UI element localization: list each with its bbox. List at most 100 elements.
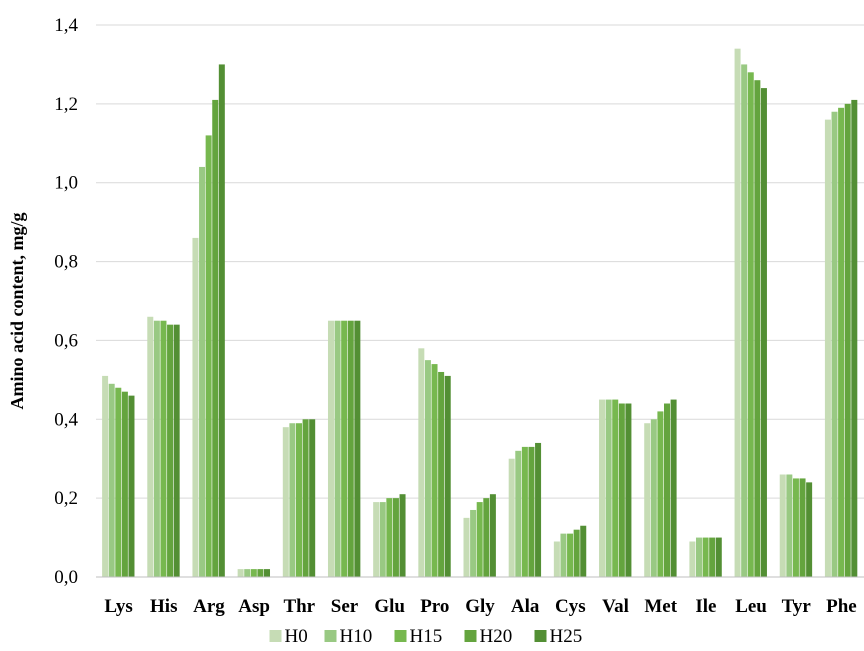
y-tick-label: 0,0 [54, 567, 78, 588]
bar-cys-h0 [553, 541, 560, 577]
x-category-label: Ser [331, 596, 359, 617]
bar-ser-h20 [347, 320, 354, 577]
bar-lys-h10 [108, 383, 115, 577]
bar-asp-h10 [244, 569, 251, 577]
bar-tyr-h20 [799, 478, 806, 577]
bar-thr-h25 [309, 419, 316, 577]
bar-asp-h25 [264, 569, 271, 577]
x-category-label: Cys [555, 596, 586, 617]
x-category-label: His [150, 596, 177, 617]
bar-arg-h20 [212, 99, 219, 577]
bar-ile-h25 [715, 537, 722, 577]
y-tick-label: 0,4 [54, 409, 78, 430]
bar-ser-h15 [341, 320, 348, 577]
bar-tyr-h0 [779, 474, 786, 577]
bar-arg-h15 [205, 135, 212, 577]
x-category-label: Leu [735, 596, 767, 617]
bar-ala-h25 [535, 442, 542, 577]
legend-label: H20 [480, 626, 513, 647]
bar-val-h20 [618, 403, 625, 577]
bar-phe-h25 [851, 99, 858, 577]
bar-his-h25 [173, 324, 180, 577]
legend-swatch-h20 [464, 630, 477, 642]
y-tick-label: 0,8 [54, 252, 78, 273]
bar-ile-h15 [702, 537, 709, 577]
bar-ile-h10 [695, 537, 702, 577]
bar-met-h15 [657, 411, 664, 577]
y-tick-label: 1,4 [54, 15, 78, 36]
bar-phe-h20 [844, 103, 851, 578]
bar-gly-h25 [489, 494, 496, 577]
bar-ile-h20 [709, 537, 716, 577]
bar-arg-h25 [218, 64, 225, 578]
bar-ser-h0 [327, 320, 334, 577]
bar-val-h15 [612, 399, 619, 577]
legend-swatch-h10 [324, 630, 337, 642]
bar-glu-h25 [399, 494, 406, 577]
bar-his-h10 [153, 320, 160, 577]
bar-leu-h10 [741, 64, 748, 578]
legend: H0 H10 H15 H20 H25 [269, 626, 583, 647]
legend-swatch-h0 [269, 630, 282, 642]
bar-phe-h10 [831, 111, 838, 578]
bar-phe-h15 [838, 107, 845, 578]
y-tick-label: 0,6 [54, 330, 78, 351]
y-axis-title: Amino acid content, mg/g [7, 213, 27, 410]
bar-met-h20 [664, 403, 670, 577]
bar-cys-h20 [573, 529, 580, 577]
bar-met-h0 [644, 423, 651, 577]
y-tick-labels: 0,0 0,2 0,4 0,6 0,8 1,0 1,2 1,4 [54, 15, 78, 588]
bar-ala-h0 [508, 458, 515, 577]
x-category-label: Ala [511, 596, 540, 617]
bar-arg-h10 [199, 166, 206, 577]
bar-lys-h15 [115, 387, 122, 577]
bar-cys-h15 [567, 533, 574, 577]
bar-leu-h20 [754, 80, 761, 577]
bar-ser-h10 [334, 320, 341, 577]
y-tick-label: 1,0 [54, 173, 78, 194]
x-category-label: Thr [283, 596, 315, 617]
bar-cys-h10 [560, 533, 567, 577]
x-category-label: Phe [826, 596, 857, 617]
bar-his-h15 [160, 320, 167, 577]
x-category-label: Gly [465, 596, 495, 617]
bar-pro-h15 [431, 364, 438, 577]
legend-label: H10 [340, 626, 373, 647]
bar-thr-h0 [282, 427, 289, 577]
bar-lys-h0 [102, 375, 109, 577]
bar-lys-h20 [121, 391, 128, 577]
bar-tyr-h15 [792, 478, 799, 577]
legend-label: H15 [410, 626, 443, 647]
bar-cys-h25 [580, 525, 587, 577]
x-category-label: Val [602, 596, 629, 617]
x-category-label: Tyr [782, 596, 812, 617]
bar-val-h25 [625, 403, 632, 577]
bar-leu-h25 [760, 88, 767, 577]
bar-thr-h15 [296, 423, 302, 577]
bar-glu-h0 [373, 502, 380, 577]
bar-gly-h0 [463, 517, 470, 577]
bar-pro-h0 [418, 348, 425, 577]
bar-tyr-h25 [806, 482, 813, 577]
x-category-label: Asp [238, 596, 270, 617]
bar-arg-h0 [192, 237, 199, 577]
legend-label: H25 [550, 626, 583, 647]
bar-pro-h25 [444, 375, 451, 577]
bar-his-h20 [167, 324, 174, 577]
bar-glu-h10 [379, 502, 386, 577]
bar-thr-h20 [302, 419, 309, 577]
bar-val-h10 [605, 399, 612, 577]
legend-swatch-h25 [534, 630, 547, 642]
legend-swatch-h15 [394, 630, 407, 642]
bar-his-h0 [147, 316, 154, 577]
bar-glu-h15 [386, 498, 393, 577]
x-category-label: Met [644, 596, 677, 617]
bar-leu-h15 [747, 72, 754, 577]
bar-lys-h25 [128, 395, 135, 577]
bar-val-h0 [599, 399, 606, 577]
bar-ala-h10 [515, 450, 522, 577]
bar-pro-h10 [424, 360, 431, 577]
x-category-label: Ile [695, 596, 716, 617]
bar-asp-h0 [237, 569, 244, 577]
x-category-label: Glu [374, 596, 405, 617]
